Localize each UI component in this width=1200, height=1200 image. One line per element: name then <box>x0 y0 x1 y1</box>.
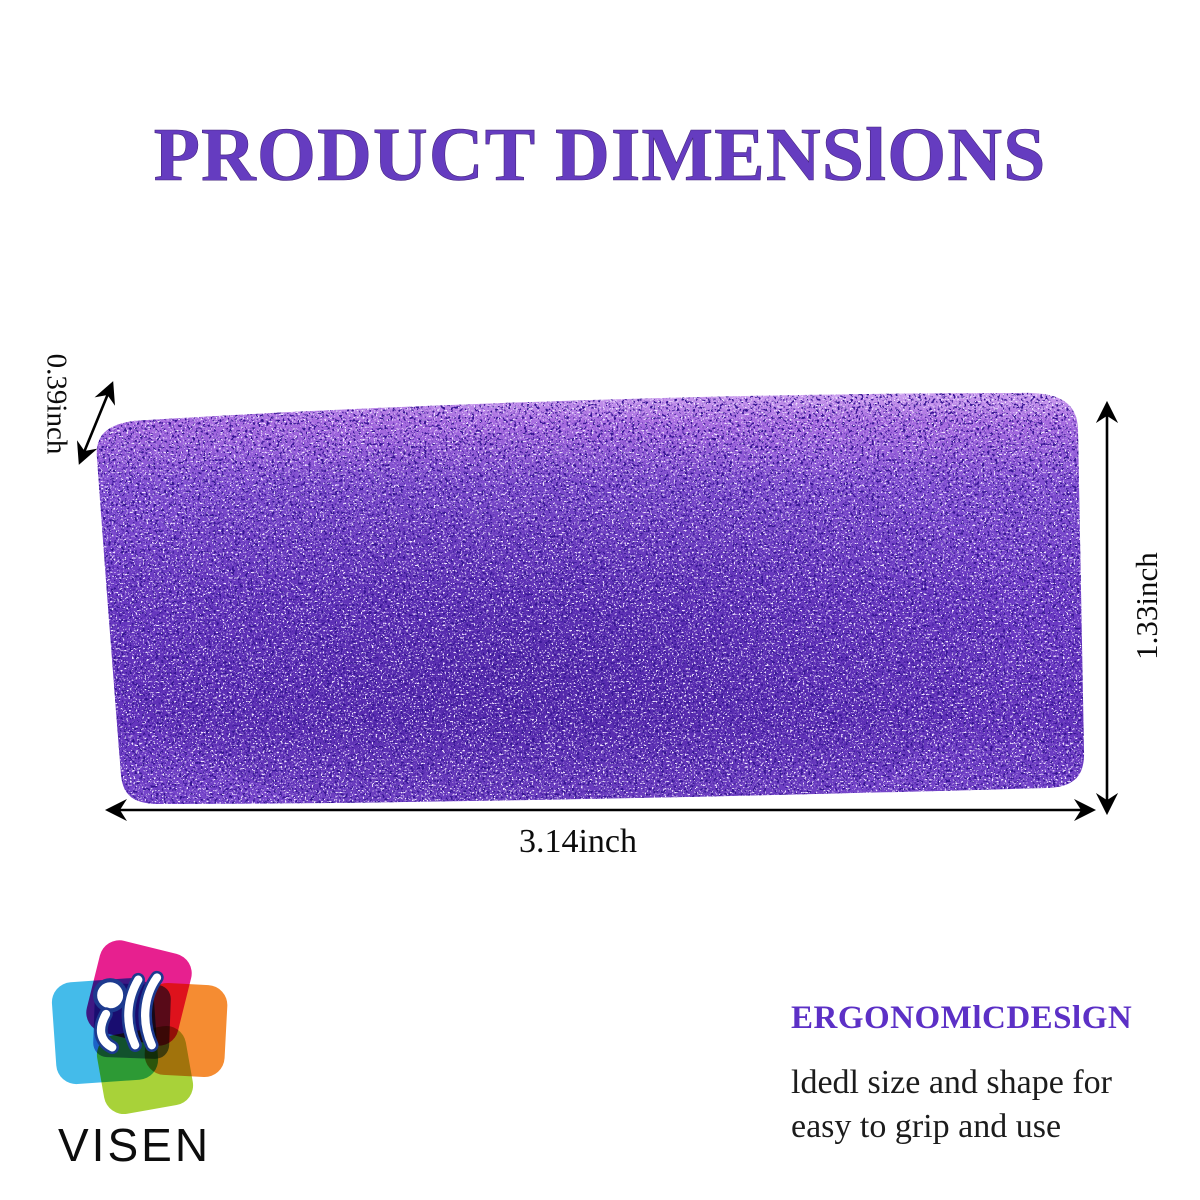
width-dimension-label: 3.14inch <box>518 823 638 860</box>
feature-block: ERGONOMlCDESlGN ldedl size and shape for… <box>791 1000 1191 1148</box>
product-photo <box>85 383 1090 813</box>
brand-block: VISEN <box>50 936 270 1176</box>
brand-name: VISEN <box>58 1119 212 1171</box>
sponge-foam-texture <box>96 392 1085 805</box>
page-title: PRODUCT DIMENSlONS <box>153 113 1047 198</box>
feature-description: ldedl size and shape for easy to grip an… <box>791 1061 1191 1148</box>
logo-swirl-icon <box>93 970 164 1055</box>
height-dimension-label: 1.33inch <box>1129 552 1164 660</box>
feature-line-2: easy to grip and use <box>791 1107 1062 1145</box>
visen-logo <box>50 936 250 1126</box>
feature-line-1: ldedl size and shape for <box>791 1064 1112 1101</box>
pumice-sponge-image <box>96 392 1085 805</box>
feature-heading: ERGONOMlCDESlGN <box>791 1000 1133 1036</box>
depth-dimension-label: 0.39inch <box>40 353 73 455</box>
